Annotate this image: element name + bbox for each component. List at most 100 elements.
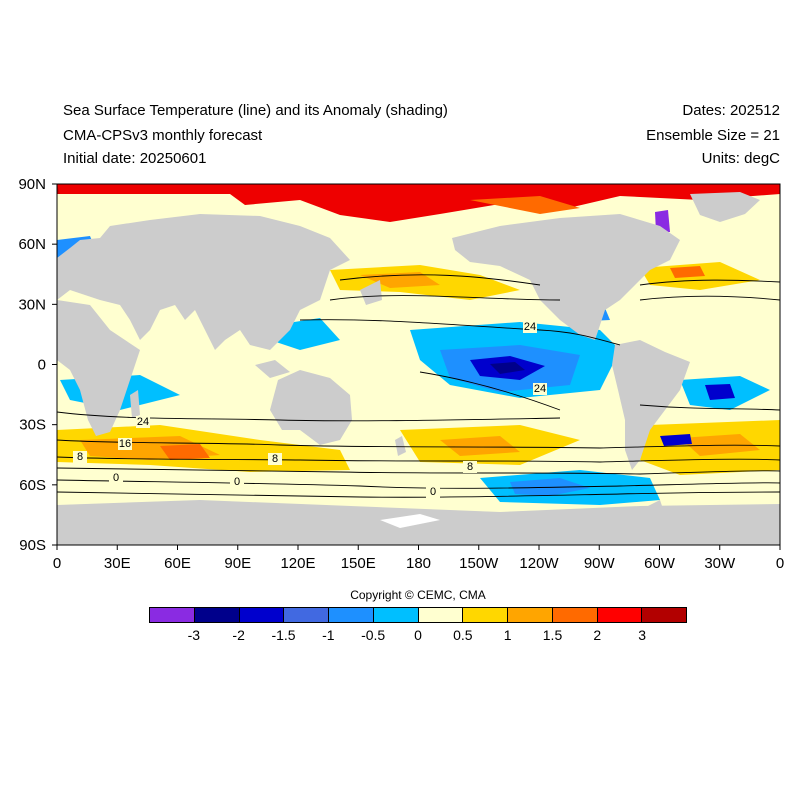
south-america-land xyxy=(612,340,690,470)
x-tick-label: 30W xyxy=(704,555,736,572)
x-tick-label: 150W xyxy=(459,555,499,572)
contour-0-b xyxy=(57,491,780,498)
contour-label-bg xyxy=(426,486,440,498)
contour-label: 0 xyxy=(234,476,240,488)
colorbar-label: 1 xyxy=(503,627,512,643)
contour-label-bg xyxy=(463,461,477,473)
contour-south-atlantic-warm xyxy=(639,404,780,411)
colorbar-label: -0.5 xyxy=(361,627,386,643)
ensemble-size-label: Ensemble Size = 21 xyxy=(646,127,780,144)
contour-label-bg xyxy=(73,451,87,463)
japan-land xyxy=(360,280,382,305)
ross-ice-area xyxy=(380,514,440,528)
x-axis-labels: 0 30E 60E 90E 120E 150E 180 150W 120W 90W 60W 30W 0 xyxy=(53,555,784,572)
antarctic-peninsula-land xyxy=(640,500,665,515)
contour-label: 24 xyxy=(137,416,149,428)
gulf-stream-warm-patch xyxy=(670,266,705,278)
y-tick-label: 30N xyxy=(18,296,46,313)
contour-north-pacific-2 xyxy=(339,274,541,286)
contour-north-atlantic-2 xyxy=(639,279,780,286)
y-tick-label: 0 xyxy=(38,357,46,374)
contour-north-pacific xyxy=(329,295,561,301)
colorbar-swatch xyxy=(150,608,195,622)
contour-16 xyxy=(57,439,780,449)
x-tick-label: 180 xyxy=(406,555,431,572)
contour-label: 24 xyxy=(524,321,536,333)
x-tick-label: 90W xyxy=(584,555,616,572)
x-tick-label: 60W xyxy=(644,555,676,572)
x-tick-label: 90E xyxy=(224,555,251,572)
contour-24-south xyxy=(419,371,561,411)
colorbar-swatch xyxy=(373,608,419,622)
colorbar-swatch xyxy=(239,608,285,622)
contour-label: 24 xyxy=(534,383,546,395)
copyright-notice: Copyright © CEMC, CMA xyxy=(350,588,486,602)
land-masses xyxy=(57,192,780,545)
colorbar-label: 2 xyxy=(593,627,602,643)
new-zealand-land xyxy=(395,436,406,456)
x-tick-label: 0 xyxy=(776,555,784,572)
colorbar xyxy=(149,607,687,623)
x-tick-label: 120W xyxy=(519,555,559,572)
colorbar-swatch xyxy=(552,608,598,622)
x-tick-label: 60E xyxy=(164,555,191,572)
colorbar-swatch xyxy=(597,608,643,622)
sst-contours xyxy=(57,274,780,498)
indonesia-land xyxy=(255,360,290,378)
contour-label-bg xyxy=(230,476,244,488)
colorbar-label: -2 xyxy=(232,627,245,643)
contour-label-bg xyxy=(118,438,132,450)
x-tick-label: 0 xyxy=(53,555,61,572)
arctic-anomaly-region xyxy=(57,184,780,222)
colorbar-swatch xyxy=(418,608,464,622)
y-axis-labels: 90N 60N 30N 0 30S 60S 90S xyxy=(18,176,46,554)
contour-label: 16 xyxy=(119,438,131,450)
map-title: Sea Surface Temperature (line) and its A… xyxy=(63,102,448,119)
africa-land xyxy=(57,300,140,436)
south-atlantic-cool-core xyxy=(705,384,735,400)
colorbar-label: -1 xyxy=(322,627,335,643)
colorbar-swatch xyxy=(642,608,686,622)
contour-label: 8 xyxy=(467,461,473,473)
colorbar-label: -3 xyxy=(187,627,201,643)
contour-8 xyxy=(57,456,780,463)
contour-label: 0 xyxy=(113,472,119,484)
agulhas-strong-warm-patch xyxy=(160,444,210,460)
contour-24-south-pacific xyxy=(57,411,561,422)
colorbar-swatch xyxy=(329,608,374,622)
y-tick-label: 30S xyxy=(19,417,46,434)
contour-labels: 24 24 24 8 8 8 0 0 0 16 xyxy=(73,321,547,498)
y-tick-label: 60S xyxy=(19,477,46,494)
contour-label-bg xyxy=(109,472,123,484)
axis-ticks xyxy=(52,183,781,550)
colorbar-swatch xyxy=(284,608,329,622)
contour-label: 0 xyxy=(430,486,436,498)
model-subtitle: CMA-CPSv3 monthly forecast xyxy=(63,127,263,144)
eurasia-land xyxy=(57,214,350,350)
contour-24-north xyxy=(299,319,621,346)
colorbar-label: 3 xyxy=(638,627,647,643)
colorbar-swatch xyxy=(463,608,508,622)
colorbar-swatch xyxy=(194,608,240,622)
x-tick-label: 120E xyxy=(280,555,315,572)
x-tick-label: 30E xyxy=(104,555,131,572)
contour-north-atlantic xyxy=(639,295,780,301)
initial-date-label: Initial date: 20250601 xyxy=(63,150,207,167)
colorbar-label: 0.5 xyxy=(453,627,473,643)
contour-8-b xyxy=(57,467,780,475)
madagascar-land xyxy=(130,390,140,418)
contour-label-bg xyxy=(268,453,282,465)
contour-label-bg xyxy=(533,383,547,395)
falkland-cool-patch xyxy=(660,434,692,446)
y-tick-label: 90S xyxy=(19,537,46,554)
sst-anomaly-map: 90N 60N 30N 0 30S 60S 90S 0 30E 60E 90E 120E 150E 18… xyxy=(18,176,784,572)
australia-land xyxy=(270,370,352,445)
contour-label: 8 xyxy=(272,453,278,465)
contour-label: 8 xyxy=(77,451,83,463)
colorbar-swatch xyxy=(508,608,553,622)
y-tick-label: 90N xyxy=(18,176,46,193)
colorbar-labels: -3 -2 -1.5 -1 -0.5 0 0.5 1 1.5 2 3 xyxy=(149,627,687,647)
contour-0 xyxy=(57,479,780,489)
colorbar-label: 0 xyxy=(414,627,422,643)
greenland-land xyxy=(690,192,760,222)
